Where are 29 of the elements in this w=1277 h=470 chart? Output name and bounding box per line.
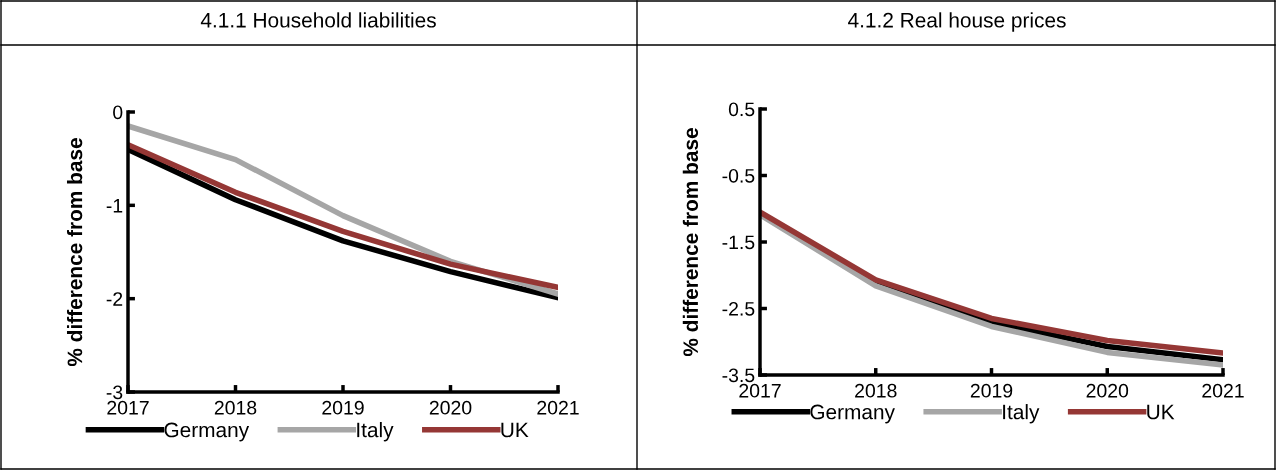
x-tick-label: 2017 bbox=[739, 383, 781, 398]
legend-label: Italy bbox=[1003, 404, 1040, 424]
y-tick-label: -2 bbox=[106, 292, 123, 306]
x-tick-label: 2019 bbox=[322, 400, 364, 415]
y-tick-label: -2.5 bbox=[722, 301, 755, 316]
legend-label: Italy bbox=[357, 422, 394, 442]
chart-title: 4.1.1 Household liabilities bbox=[200, 12, 436, 28]
chart-title: 4.1.2 Real house prices bbox=[848, 12, 1066, 32]
y-tick-label: -3 bbox=[106, 385, 123, 400]
x-tick-label: 2018 bbox=[214, 400, 257, 415]
x-tick-label: 2020 bbox=[429, 400, 472, 415]
y-tick-label: -0.5 bbox=[722, 168, 755, 183]
y-tick-label: -3.5 bbox=[722, 368, 755, 383]
x-tick-label: 2021 bbox=[1202, 383, 1244, 398]
x-tick-label: 2020 bbox=[1086, 383, 1129, 398]
x-tick-label: 2019 bbox=[970, 383, 1013, 398]
x-tick-label: 2021 bbox=[537, 400, 579, 415]
y-tick-label: 0 bbox=[113, 105, 123, 120]
y-tick-label: -1 bbox=[106, 199, 123, 213]
y-tick-label: 0.5 bbox=[728, 102, 755, 117]
y-axis-title: % difference from base bbox=[66, 138, 83, 367]
legend-label: UK bbox=[501, 422, 529, 438]
y-tick-label: -1.5 bbox=[722, 235, 755, 250]
legend-label: Germany bbox=[164, 422, 250, 442]
x-tick-label: 2018 bbox=[855, 383, 897, 398]
legend-label: Germany bbox=[810, 404, 895, 424]
y-axis-title: % difference from base bbox=[682, 128, 699, 357]
x-tick-label: 2017 bbox=[107, 400, 149, 415]
legend-label: UK bbox=[1147, 404, 1175, 420]
